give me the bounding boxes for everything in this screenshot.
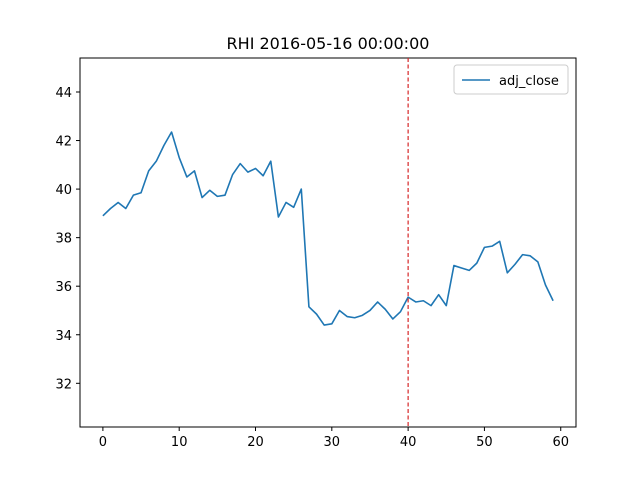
y-tick-label: 44 xyxy=(55,86,72,101)
legend-box xyxy=(453,64,569,95)
x-tick-label: 10 xyxy=(171,435,188,450)
plot-area: 0 10 20 30 40 50 60 32 34 36 38 40 42 44 adj_close xyxy=(55,57,577,450)
x-tick-label: 30 xyxy=(324,435,341,450)
axes-frame xyxy=(79,57,577,428)
x-tick-label: 20 xyxy=(247,435,264,450)
y-tick-label: 40 xyxy=(55,183,72,198)
y-tick-label: 42 xyxy=(55,135,72,150)
series-line-adj_close xyxy=(102,131,554,326)
chart-title: RHI 2016-05-16 00:00:00 xyxy=(227,34,430,53)
y-tick-label: 36 xyxy=(55,280,72,295)
y-tick-label: 38 xyxy=(55,232,72,247)
y-tick-label: 32 xyxy=(55,377,72,392)
y-tick-label: 34 xyxy=(55,329,72,344)
x-tick-label: 0 xyxy=(99,435,107,450)
legend-label: adj_close xyxy=(499,74,559,89)
x-tick-label: 40 xyxy=(400,435,417,450)
x-tick-label: 50 xyxy=(476,435,493,450)
x-tick-label: 60 xyxy=(552,435,569,450)
